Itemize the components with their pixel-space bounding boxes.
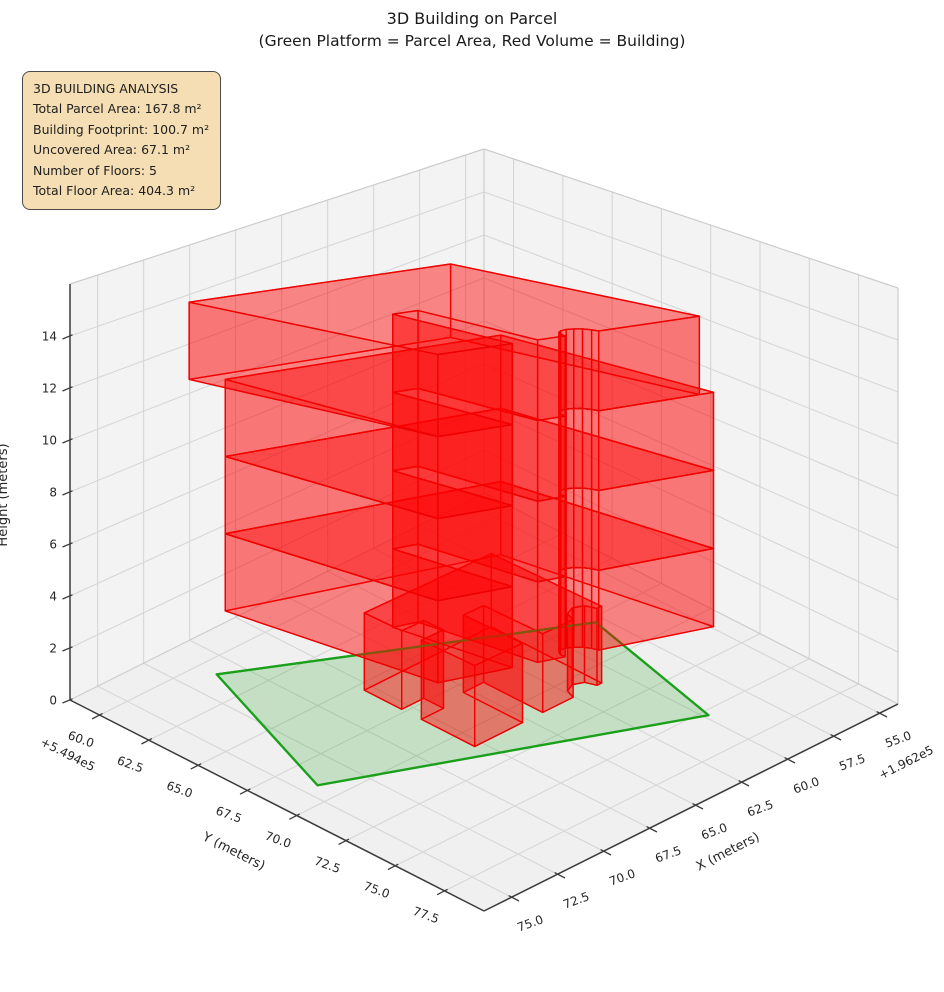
slab-side-face xyxy=(536,495,566,583)
chart-subtitle: (Green Platform = Parcel Area, Red Volum… xyxy=(258,32,686,50)
slab-side-face xyxy=(581,487,593,570)
z-tick-label: 6 xyxy=(49,538,57,552)
slab-top-face xyxy=(188,263,701,356)
building-floors-2-4-slab-2 xyxy=(224,407,715,602)
pane-edges xyxy=(69,148,899,705)
z-tick-label: 10 xyxy=(42,434,57,448)
x-tick-label: 75.0 xyxy=(515,912,545,934)
info-line-floors: Number of Floors: 5 xyxy=(33,162,157,178)
slab-side-face xyxy=(437,504,513,602)
x-tick-label: 72.5 xyxy=(561,889,591,911)
slab-side-face xyxy=(536,415,566,502)
y-tick-label: 70.0 xyxy=(263,829,293,851)
slab-side-face xyxy=(565,487,575,570)
x-tick-label: 65.0 xyxy=(699,820,729,842)
info-line-uncovered: Uncovered Area: 67.1 m² xyxy=(33,142,191,158)
z-tick-label: 14 xyxy=(42,330,57,344)
info-line-floor-area: Total Floor Area: 404.3 m² xyxy=(33,183,196,199)
x-tick-label: 70.0 xyxy=(607,866,637,888)
building-floor-5-slab-1 xyxy=(188,263,701,438)
y-tick-label: 65.0 xyxy=(165,778,195,800)
y-tick-label: 62.5 xyxy=(115,753,145,775)
y-tick-label: 67.5 xyxy=(214,804,244,826)
info-line-parcel-area: Total Parcel Area: 167.8 m² xyxy=(33,101,202,117)
panes xyxy=(70,149,898,911)
left-wall-pane xyxy=(70,149,484,700)
slab-side-face xyxy=(573,487,584,569)
axis-lines xyxy=(62,284,899,912)
slab-side-face xyxy=(437,423,513,520)
z-tick-label: 12 xyxy=(42,382,57,396)
info-box-title: 3D BUILDING ANALYSIS xyxy=(33,81,179,96)
z-tick-label: 4 xyxy=(49,590,57,604)
slab-side-face xyxy=(437,585,513,684)
slab-side-face xyxy=(581,328,593,411)
chart-title: 3D Building on Parcel xyxy=(386,9,558,28)
slab-side-face xyxy=(536,335,566,422)
z-tick-label: 0 xyxy=(49,694,57,708)
info-line-footprint: Building Footprint: 100.7 m² xyxy=(33,121,210,137)
x-tick-label: 62.5 xyxy=(745,797,775,819)
z-tick-label: 2 xyxy=(49,642,57,656)
slab-side-face xyxy=(590,488,600,571)
slab-side-face xyxy=(581,566,593,650)
x-tick-label: 67.5 xyxy=(653,843,683,865)
plot-data xyxy=(188,263,715,787)
z-axis-label: Height (meters) xyxy=(0,443,11,546)
x-tick-label: 60.0 xyxy=(791,774,821,796)
z-tick-label: 8 xyxy=(49,486,57,500)
slab-side-face xyxy=(590,568,600,651)
slab-side-face xyxy=(565,407,575,490)
slab-side-face xyxy=(573,407,584,489)
building-floors-2-4-slab-1 xyxy=(224,480,715,684)
right-wall-pane xyxy=(484,149,898,704)
slab-side-face xyxy=(565,566,575,649)
slab-side-face xyxy=(598,315,701,412)
slab-side-face xyxy=(536,575,566,664)
slab-side-face xyxy=(581,407,593,490)
slab-side-face xyxy=(573,566,584,648)
chart-title-block: 3D Building on Parcel (Green Platform = … xyxy=(0,8,944,52)
y-tick-label: 77.5 xyxy=(411,904,441,926)
x-axis-offset: +1.962e5 xyxy=(877,743,936,782)
y-tick-label: 75.0 xyxy=(362,879,392,901)
slab-side-face xyxy=(565,328,575,410)
y-tick-label: 72.5 xyxy=(312,854,342,876)
slab-side-face xyxy=(437,342,513,438)
x-tick-label: 55.0 xyxy=(883,728,913,750)
slab-side-face xyxy=(590,329,600,412)
floor-pane xyxy=(70,493,898,911)
slab-side-face xyxy=(590,408,600,492)
y-axis-label: Y (meters) xyxy=(199,829,267,874)
slab-side-face xyxy=(573,328,584,410)
analysis-info-box: 3D BUILDING ANALYSIS Total Parcel Area: … xyxy=(22,71,222,211)
x-tick-label: 57.5 xyxy=(837,751,867,773)
